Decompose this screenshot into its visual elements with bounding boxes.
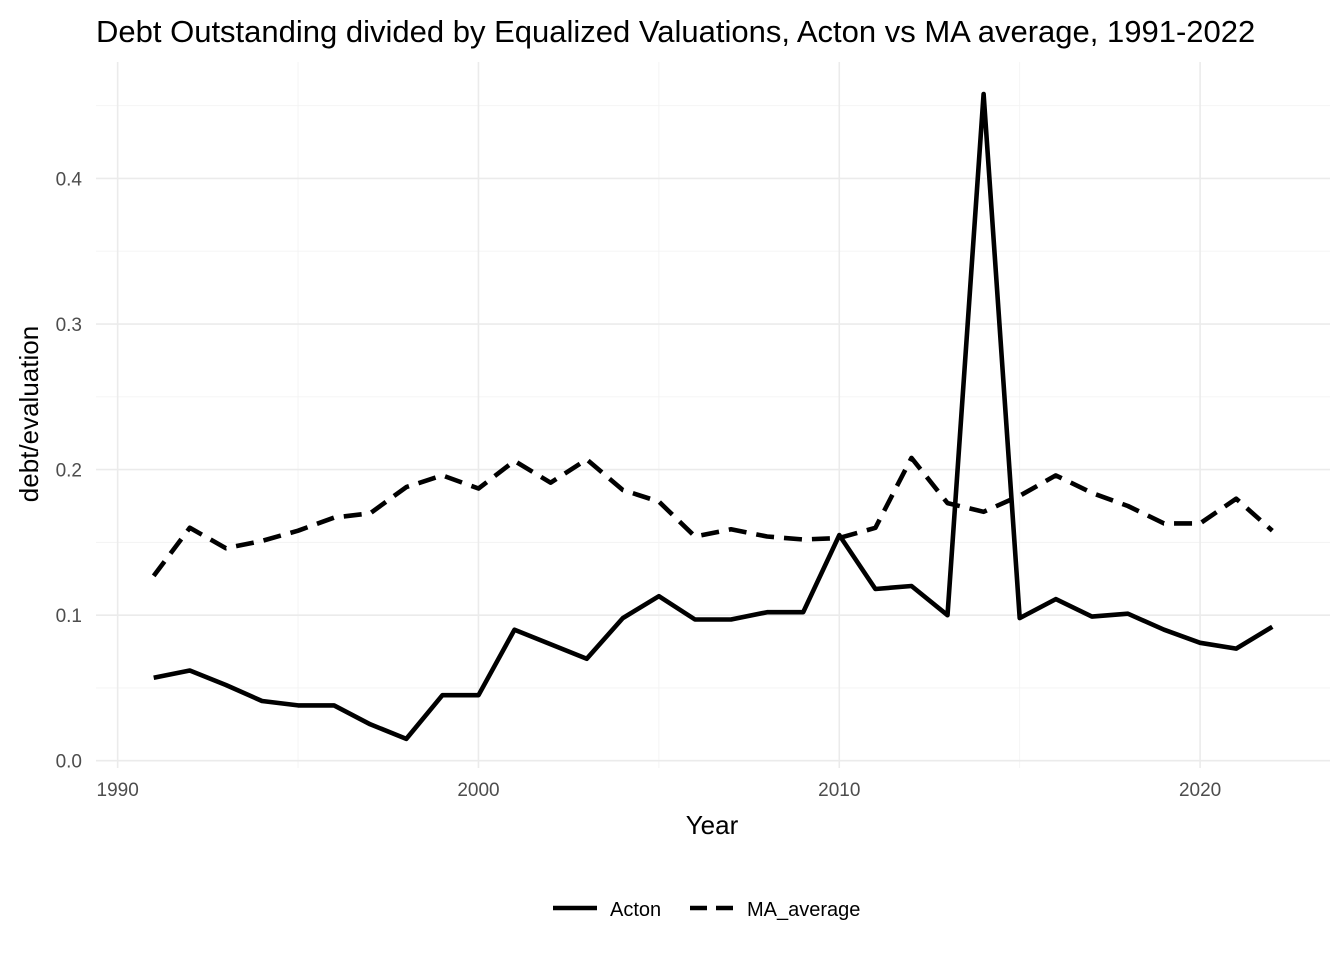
y-tick-label: 0.2: [56, 461, 82, 482]
y-tick-label: 0.1: [56, 606, 82, 627]
x-axis-title: Year: [686, 810, 739, 840]
series-layer: [151, 91, 1274, 742]
x-tick-label: 2020: [1179, 780, 1221, 801]
chart-title: Debt Outstanding divided by Equalized Va…: [96, 14, 1255, 49]
series-line-acton: [153, 91, 1274, 742]
legend-label-acton: Acton: [610, 899, 661, 921]
legend: Acton MA_average: [553, 899, 860, 921]
x-tick-label: 1990: [97, 780, 139, 801]
y-tick-label: 0.4: [56, 169, 83, 190]
y-axis-title: debt/evaluation: [14, 326, 44, 502]
legend-label-ma-average: MA_average: [747, 899, 860, 921]
series-line-ma-average: [151, 455, 1274, 578]
y-tick-label: 0.3: [56, 315, 82, 336]
x-tick-label: 2000: [457, 780, 499, 801]
y-tick-label: 0.0: [56, 752, 82, 773]
x-tick-label: 2010: [818, 780, 860, 801]
tick-labels: 1990 2000 2010 2020 0.0 0.1 0.2 0.3 0.4: [56, 169, 1222, 801]
